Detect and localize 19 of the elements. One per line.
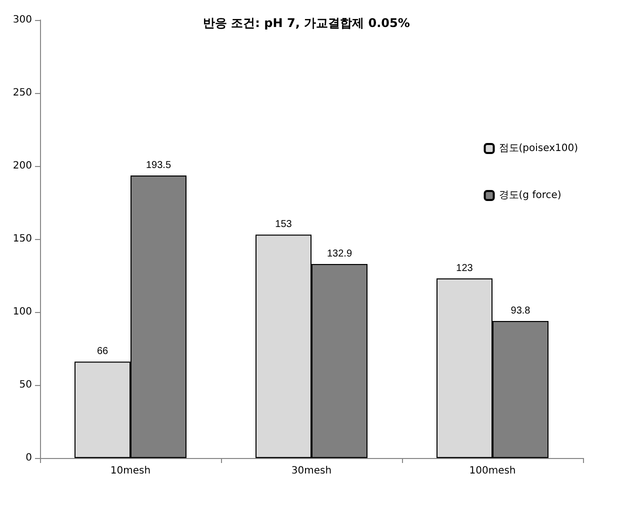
x-tick-label: 10mesh: [110, 466, 151, 476]
data-label: 66: [96, 346, 108, 358]
data-label: 123: [456, 262, 474, 274]
y-tick-label: 200: [12, 160, 32, 172]
legend-label: 점도(poisex100): [498, 143, 578, 154]
y-tick-label: 300: [12, 14, 32, 26]
data-label: 193.5: [146, 160, 172, 171]
data-label: 153: [275, 219, 292, 230]
y-tick-label: 50: [19, 380, 32, 390]
legend-label: 경도(g force): [498, 190, 562, 201]
y-tick-label: 0: [26, 452, 32, 464]
data-label: 132.9: [326, 248, 352, 260]
y-tick-label: 150: [12, 234, 32, 244]
y-tick-label: 250: [12, 88, 32, 98]
chart-title: 반응 조건: pH 7, 가교결합제 0.05%: [203, 16, 410, 30]
x-tick-label: 100mesh: [469, 466, 516, 476]
y-tick-label: 100: [12, 306, 32, 318]
x-tick-label: 30mesh: [291, 466, 332, 476]
data-label: 93.8: [510, 306, 531, 317]
